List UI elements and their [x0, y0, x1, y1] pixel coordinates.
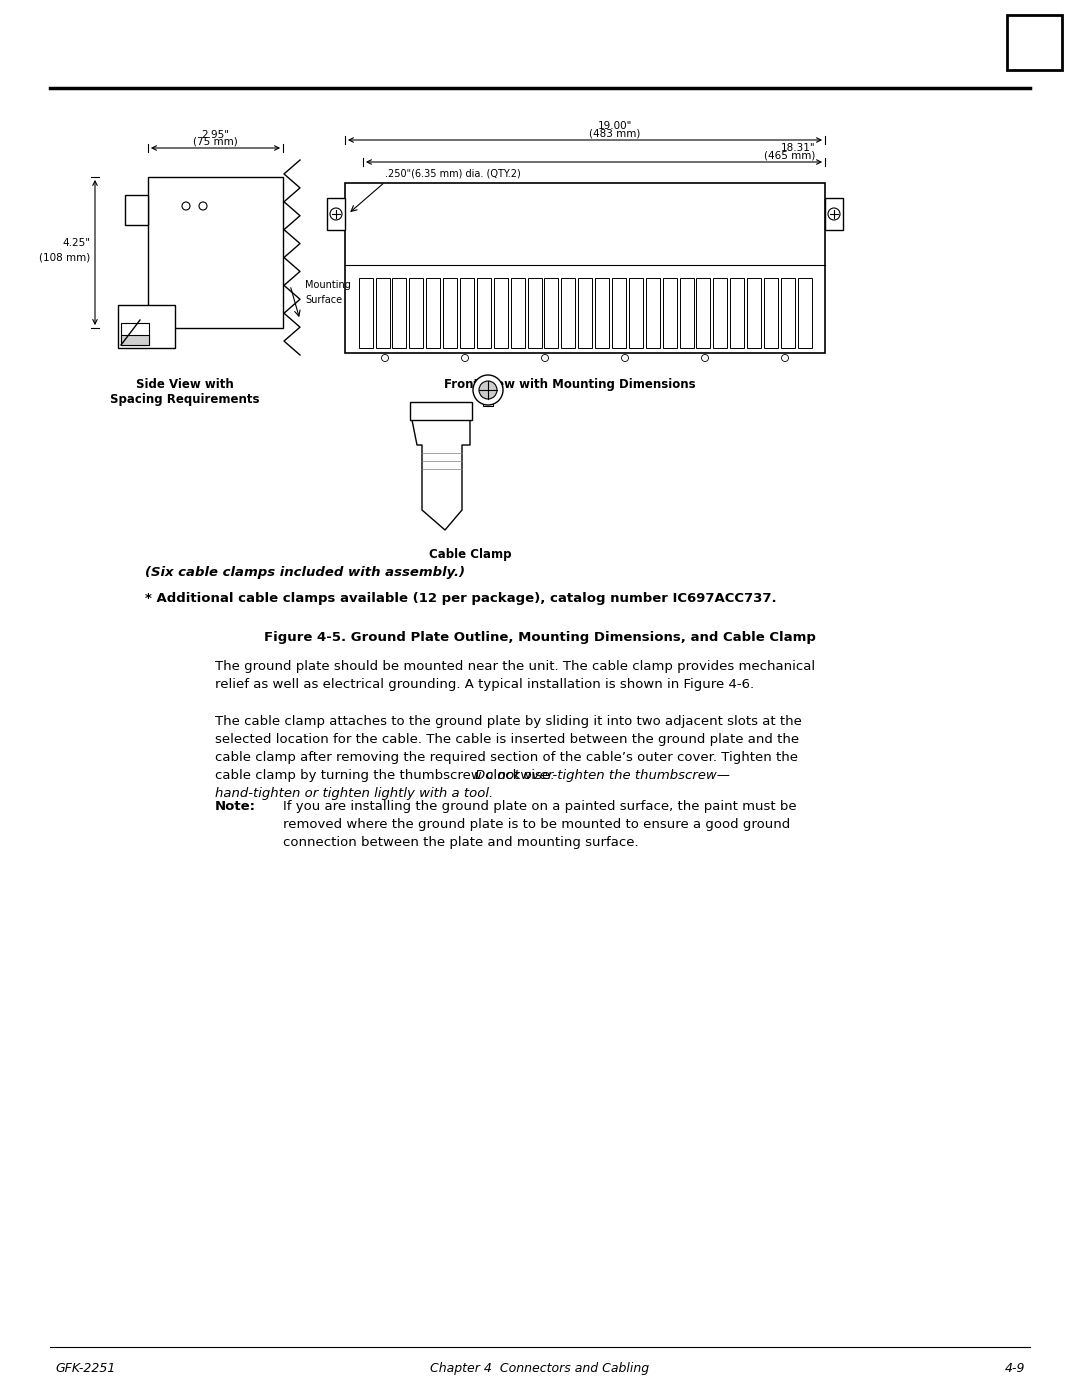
Bar: [781, 278, 795, 348]
Bar: [148, 177, 283, 328]
Circle shape: [199, 203, 207, 210]
Text: selected location for the cable. The cable is inserted between the ground plate : selected location for the cable. The cab…: [215, 733, 799, 746]
Bar: [118, 305, 175, 348]
Circle shape: [828, 208, 840, 219]
Text: Do not over-tighten the thumbscrew—: Do not over-tighten the thumbscrew—: [475, 768, 730, 782]
Bar: [714, 278, 727, 348]
Bar: [121, 323, 149, 345]
Bar: [477, 278, 491, 348]
Bar: [494, 278, 508, 348]
Bar: [730, 278, 744, 348]
Bar: [764, 278, 778, 348]
Bar: [345, 183, 825, 353]
Text: 4-9: 4-9: [1004, 1362, 1025, 1375]
Bar: [327, 198, 345, 231]
Bar: [409, 278, 423, 348]
Text: removed where the ground plate is to be mounted to ensure a good ground: removed where the ground plate is to be …: [283, 819, 791, 831]
Bar: [125, 196, 148, 225]
Bar: [443, 278, 457, 348]
Bar: [511, 278, 525, 348]
Text: 18.31": 18.31": [781, 142, 815, 154]
Text: Mounting: Mounting: [305, 279, 351, 291]
Text: 4: 4: [1025, 29, 1044, 56]
Text: connection between the plate and mounting surface.: connection between the plate and mountin…: [283, 835, 638, 849]
Text: cable clamp after removing the required section of the cable’s outer cover. Tigh: cable clamp after removing the required …: [215, 752, 798, 764]
Bar: [544, 278, 558, 348]
Text: GFK-2251: GFK-2251: [55, 1362, 116, 1375]
Circle shape: [461, 355, 469, 362]
Circle shape: [541, 355, 549, 362]
Circle shape: [330, 208, 342, 219]
Bar: [679, 278, 693, 348]
Text: (465 mm): (465 mm): [764, 151, 815, 161]
Text: (75 mm): (75 mm): [193, 137, 238, 147]
Bar: [460, 278, 474, 348]
Text: Spacing Requirements: Spacing Requirements: [110, 393, 260, 407]
Circle shape: [480, 381, 497, 400]
Bar: [798, 278, 812, 348]
Circle shape: [702, 355, 708, 362]
Circle shape: [473, 374, 503, 405]
Text: (483 mm): (483 mm): [590, 129, 640, 138]
Bar: [376, 278, 390, 348]
Bar: [427, 278, 441, 348]
Text: 4.25": 4.25": [62, 237, 90, 247]
Text: Front View with Mounting Dimensions: Front View with Mounting Dimensions: [444, 379, 696, 391]
Bar: [646, 278, 660, 348]
Bar: [1007, 15, 1062, 70]
Bar: [121, 335, 149, 345]
Polygon shape: [411, 409, 470, 529]
Bar: [595, 278, 609, 348]
Circle shape: [381, 355, 389, 362]
Bar: [483, 402, 492, 407]
Text: If you are installing the ground plate on a painted surface, the paint must be: If you are installing the ground plate o…: [283, 800, 797, 813]
Bar: [410, 402, 472, 420]
Bar: [697, 278, 711, 348]
Bar: [663, 278, 677, 348]
Bar: [578, 278, 592, 348]
Text: cable clamp by turning the thumbscrew clockwise.: cable clamp by turning the thumbscrew cl…: [215, 768, 558, 782]
Text: 19.00": 19.00": [598, 122, 632, 131]
Text: .250"(6.35 mm) dia. (QTY.2): .250"(6.35 mm) dia. (QTY.2): [384, 168, 521, 177]
Circle shape: [782, 355, 788, 362]
Text: Cable Clamp: Cable Clamp: [429, 548, 511, 562]
Bar: [392, 278, 406, 348]
Text: Note:: Note:: [215, 800, 256, 813]
Text: The ground plate should be mounted near the unit. The cable clamp provides mecha: The ground plate should be mounted near …: [215, 659, 815, 673]
Bar: [527, 278, 541, 348]
Bar: [562, 278, 576, 348]
Bar: [747, 278, 761, 348]
Text: 2.95": 2.95": [202, 130, 229, 140]
Circle shape: [183, 203, 190, 210]
Circle shape: [621, 355, 629, 362]
Text: Side View with: Side View with: [136, 379, 234, 391]
Text: (Six cable clamps included with assembly.): (Six cable clamps included with assembly…: [145, 566, 465, 578]
Bar: [359, 278, 373, 348]
Bar: [629, 278, 643, 348]
Text: hand-tighten or tighten lightly with a tool.: hand-tighten or tighten lightly with a t…: [215, 787, 494, 800]
Text: relief as well as electrical grounding. A typical installation is shown in Figur: relief as well as electrical grounding. …: [215, 678, 754, 692]
Bar: [825, 198, 843, 231]
Bar: [612, 278, 626, 348]
Text: Figure 4-5. Ground Plate Outline, Mounting Dimensions, and Cable Clamp: Figure 4-5. Ground Plate Outline, Mounti…: [265, 631, 815, 644]
Text: Surface: Surface: [305, 295, 342, 305]
Text: Chapter 4  Connectors and Cabling: Chapter 4 Connectors and Cabling: [431, 1362, 649, 1375]
Text: (108 mm): (108 mm): [39, 253, 90, 263]
Text: * Additional cable clamps available (12 per package), catalog number IC697ACC737: * Additional cable clamps available (12 …: [145, 592, 777, 605]
Text: The cable clamp attaches to the ground plate by sliding it into two adjacent slo: The cable clamp attaches to the ground p…: [215, 715, 801, 728]
